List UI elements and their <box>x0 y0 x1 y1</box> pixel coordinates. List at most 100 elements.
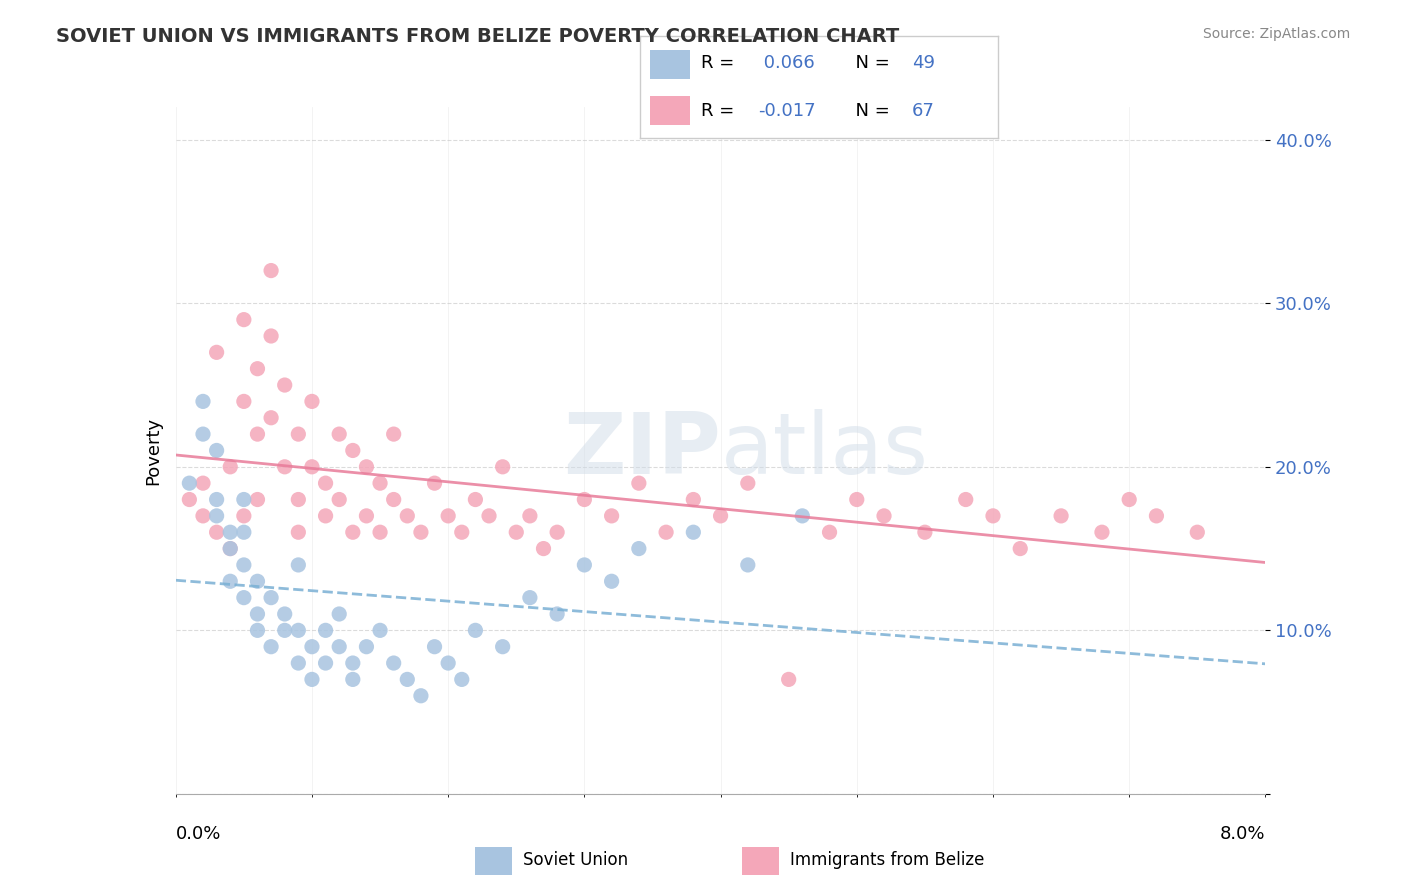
Point <box>205 525 228 540</box>
Point <box>315 508 337 523</box>
Point <box>710 508 733 523</box>
Point <box>574 558 596 572</box>
Point <box>818 525 841 540</box>
Text: atlas: atlas <box>721 409 928 492</box>
Text: 49: 49 <box>912 54 935 72</box>
Point <box>682 492 704 507</box>
Text: N =: N = <box>844 54 896 72</box>
Point <box>219 541 242 556</box>
Point <box>191 394 214 409</box>
Point <box>191 476 214 491</box>
Point <box>423 640 446 654</box>
Point <box>219 459 242 474</box>
Point <box>287 525 309 540</box>
Point <box>409 525 432 540</box>
Point <box>232 312 254 326</box>
Point <box>627 541 650 556</box>
Point <box>396 673 419 687</box>
Point <box>423 476 446 491</box>
Point <box>368 624 391 638</box>
Text: 0.0%: 0.0% <box>176 825 221 843</box>
Point <box>205 508 228 523</box>
Point <box>246 624 269 638</box>
Point <box>260 329 283 343</box>
Point <box>356 508 378 523</box>
Point <box>260 263 283 277</box>
Point <box>232 525 254 540</box>
Point <box>437 508 460 523</box>
Point <box>655 525 678 540</box>
Point <box>792 508 814 523</box>
Point <box>382 656 405 670</box>
Point <box>505 525 527 540</box>
Text: -0.017: -0.017 <box>758 102 815 120</box>
Point <box>274 459 297 474</box>
Point <box>1010 541 1032 556</box>
Text: Soviet Union: Soviet Union <box>523 851 628 869</box>
Point <box>845 492 868 507</box>
FancyBboxPatch shape <box>651 96 690 125</box>
Point <box>478 508 501 523</box>
Point <box>287 558 309 572</box>
Point <box>191 427 214 442</box>
Point <box>682 525 704 540</box>
Text: R =: R = <box>700 54 740 72</box>
Point <box>205 492 228 507</box>
Point <box>627 476 650 491</box>
Point <box>205 345 228 359</box>
Text: N =: N = <box>844 102 896 120</box>
Text: Source: ZipAtlas.com: Source: ZipAtlas.com <box>1202 27 1350 41</box>
Point <box>301 640 323 654</box>
Text: 8.0%: 8.0% <box>1220 825 1265 843</box>
Point <box>328 640 350 654</box>
Point <box>342 673 364 687</box>
Point <box>274 607 297 621</box>
Point <box>492 640 515 654</box>
Y-axis label: Poverty: Poverty <box>143 417 162 484</box>
Point <box>219 574 242 589</box>
Point <box>546 525 568 540</box>
Point <box>260 640 283 654</box>
Point <box>382 492 405 507</box>
Point <box>179 476 201 491</box>
Text: R =: R = <box>700 102 740 120</box>
Point <box>328 607 350 621</box>
Point <box>450 673 472 687</box>
Point <box>246 361 269 376</box>
Point <box>246 427 269 442</box>
Point <box>315 624 337 638</box>
Point <box>301 394 323 409</box>
Point <box>600 508 623 523</box>
Point <box>574 492 596 507</box>
Point <box>219 541 242 556</box>
Point <box>219 525 242 540</box>
Point <box>546 607 568 621</box>
Point <box>232 508 254 523</box>
Text: 67: 67 <box>912 102 935 120</box>
Point <box>873 508 896 523</box>
Point <box>492 459 515 474</box>
Point <box>368 525 391 540</box>
Point <box>260 591 283 605</box>
Point <box>342 443 364 458</box>
Point <box>409 689 432 703</box>
Point <box>246 574 269 589</box>
Point <box>382 427 405 442</box>
Point <box>1050 508 1073 523</box>
Point <box>315 656 337 670</box>
Text: ZIP: ZIP <box>562 409 721 492</box>
Point <box>191 508 214 523</box>
Point <box>287 492 309 507</box>
FancyBboxPatch shape <box>651 50 690 78</box>
Point <box>519 508 541 523</box>
Point <box>232 558 254 572</box>
Point <box>356 640 378 654</box>
Point <box>274 378 297 392</box>
Point <box>232 394 254 409</box>
Text: Immigrants from Belize: Immigrants from Belize <box>790 851 984 869</box>
Point <box>437 656 460 670</box>
Point <box>396 508 419 523</box>
Point <box>533 541 555 556</box>
Point <box>368 476 391 491</box>
Point <box>301 459 323 474</box>
